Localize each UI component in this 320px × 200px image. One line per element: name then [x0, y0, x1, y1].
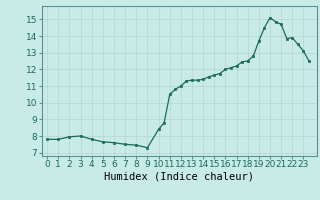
X-axis label: Humidex (Indice chaleur): Humidex (Indice chaleur)	[104, 172, 254, 182]
